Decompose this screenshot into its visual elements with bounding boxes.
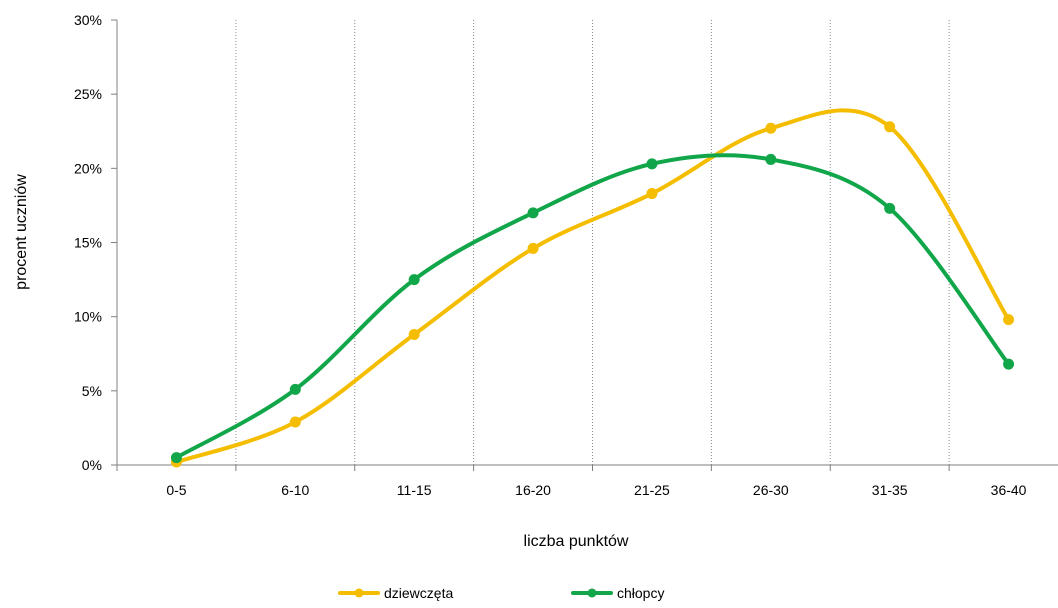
x-tick-label: 16-20	[515, 482, 551, 498]
data-point-chlopcy	[765, 153, 777, 165]
data-point-dziewczeta	[1003, 314, 1015, 326]
y-tick-label: 25%	[74, 86, 102, 102]
data-point-dziewczeta	[289, 416, 301, 428]
data-point-dziewczeta	[884, 121, 896, 133]
legend-label-chlopcy: chłopcy	[617, 585, 664, 601]
x-tick-label: 36-40	[991, 482, 1027, 498]
y-tick-label: 30%	[74, 12, 102, 28]
grid-lines	[235, 20, 950, 465]
x-tick-label: 26-30	[753, 482, 789, 498]
axes	[116, 20, 1058, 466]
y-ticks: 0% 5% 10% 15% 20% 25% 30%	[74, 12, 117, 473]
series-points	[170, 121, 1015, 468]
series-lines	[174, 108, 1011, 465]
x-tick-label: 21-25	[634, 482, 670, 498]
data-point-dziewczeta	[765, 122, 777, 134]
y-axis-title: procent uczniów	[13, 174, 30, 290]
legend: dziewczęta chłopcy	[338, 585, 664, 601]
y-tick-label: 0%	[82, 457, 102, 473]
data-point-chlopcy	[408, 274, 420, 286]
data-point-chlopcy	[170, 452, 182, 464]
y-tick-label: 10%	[74, 309, 102, 325]
series-line-dziewczeta	[174, 108, 1011, 465]
y-tick-label: 5%	[82, 383, 102, 399]
x-axis-title: liczba punktów	[524, 533, 629, 550]
y-tick-label: 20%	[74, 160, 102, 176]
x-tick-label: 6-10	[281, 482, 309, 498]
legend-item-chlopcy: chłopcy	[571, 585, 664, 601]
data-point-dziewczeta	[646, 188, 658, 200]
data-point-dziewczeta	[527, 242, 539, 254]
x-tick-label: 31-35	[872, 482, 908, 498]
data-point-dziewczeta	[408, 328, 420, 340]
data-point-chlopcy	[527, 207, 539, 219]
data-point-chlopcy	[884, 202, 896, 214]
x-ticks: 0-5 6-10 11-15 16-20 21-25 26-30 31-35 36-40	[116, 465, 1027, 498]
legend-item-dziewczeta: dziewczęta	[338, 585, 453, 601]
data-point-chlopcy	[289, 383, 301, 395]
data-point-chlopcy	[646, 158, 658, 170]
legend-label-dziewczeta: dziewczęta	[384, 585, 453, 601]
x-tick-label: 11-15	[397, 482, 432, 498]
data-point-chlopcy	[1003, 358, 1015, 370]
x-tick-label: 0-5	[166, 482, 186, 498]
y-tick-label: 15%	[74, 235, 102, 251]
legend-marker-dziewczeta	[354, 588, 364, 598]
legend-marker-chlopcy	[587, 588, 597, 598]
